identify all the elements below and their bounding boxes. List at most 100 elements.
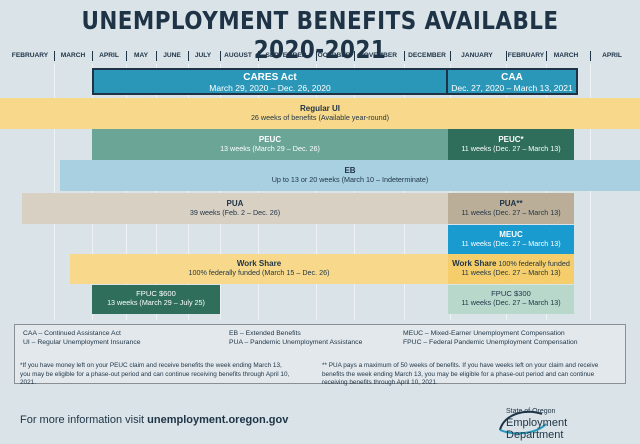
fpuc-600-bar: FPUC $600 13 weeks (March 29 – July 25) xyxy=(92,285,220,314)
grid-line xyxy=(450,64,451,320)
month-divider xyxy=(404,51,405,61)
month-label: JUNE xyxy=(163,52,181,59)
grid-line xyxy=(156,64,157,320)
grid-line xyxy=(354,64,355,320)
caa-bar: CAA Dec. 27, 2020 – March 13, 2021 xyxy=(448,68,578,95)
grid-line xyxy=(546,64,547,320)
month-divider xyxy=(92,51,93,61)
grid-line xyxy=(258,64,259,320)
pua-extension-bar: PUA** 11 weeks (Dec. 27 – March 13) xyxy=(448,193,574,224)
month-divider xyxy=(188,51,189,61)
legend-caa: CAA – Continued Assistance Act xyxy=(23,330,121,337)
regular-ui-bar: Regular UI 26 weeks of benefits (Availab… xyxy=(0,98,640,129)
month-label: MARCH xyxy=(553,52,579,59)
footer-text: For more information visit unemployment.… xyxy=(20,414,288,426)
regular-ui-title: Regular UI xyxy=(299,104,340,113)
month-divider xyxy=(506,51,507,61)
month-label: AUGUST xyxy=(224,52,252,59)
month-divider xyxy=(126,51,127,61)
month-label: DECEMBER xyxy=(408,52,446,59)
fpuc-300-bar: FPUC $300 11 weeks (Dec. 27 – March 13) xyxy=(448,285,574,314)
month-label: OCTOBER xyxy=(317,52,351,59)
grid-line xyxy=(220,64,221,320)
pua-bar: PUA 39 weeks (Feb. 2 – Dec. 26) xyxy=(22,193,448,224)
meuc-bar: MEUC 11 weeks (Dec. 27 – March 13) xyxy=(448,225,574,254)
footer-link[interactable]: unemployment.oregon.gov xyxy=(147,414,289,426)
fpuc-300-title: FPUC $300 xyxy=(491,289,531,298)
work-share-extension-subtitle: 100% federally funded xyxy=(498,259,570,268)
peuc-extension-bar: PEUC* 11 weeks (Dec. 27 – March 13) xyxy=(448,129,574,160)
fpuc-600-detail: 13 weeks (March 29 – July 25) xyxy=(107,298,205,307)
pua-extension-detail: 11 weeks (Dec. 27 – March 13) xyxy=(461,208,561,217)
legend-pua: PUA – Pandemic Unemployment Assistance xyxy=(229,339,363,346)
logo-line-2: Employment Department xyxy=(506,417,568,441)
grid-line xyxy=(316,64,317,320)
legend-box: CAA – Continued Assistance Act UI – Regu… xyxy=(14,324,626,384)
month-divider xyxy=(220,51,221,61)
grid-line xyxy=(92,64,93,320)
month-divider xyxy=(546,51,547,61)
page-title: UNEMPLOYMENT BENEFITS AVAILABLE 2020-202… xyxy=(81,6,559,64)
meuc-detail: 11 weeks (Dec. 27 – March 13) xyxy=(461,239,561,248)
month-divider xyxy=(316,51,317,61)
eb-detail: Up to 13 or 20 weeks (March 10 – Indeter… xyxy=(271,175,429,184)
cares-act-title: CARES Act xyxy=(243,72,297,83)
peuc-extension-detail: 11 weeks (Dec. 27 – March 13) xyxy=(461,144,561,153)
legend-ui: UI – Regular Unemployment Insurance xyxy=(23,339,141,346)
peuc-extension-title: PEUC* xyxy=(498,135,524,144)
legend-meuc: MEUC – Mixed-Earner Unemployment Compens… xyxy=(403,330,565,337)
footnote-pua: ** PUA pays a maximum of 50 weeks of ben… xyxy=(322,362,599,387)
month-divider xyxy=(54,51,55,61)
month-divider xyxy=(354,51,355,61)
footer-prefix: For more information visit xyxy=(20,414,148,426)
work-share-extension-title: Work Share xyxy=(452,259,497,268)
peuc-bar: PEUC 13 weeks (March 29 – Dec. 26) xyxy=(92,129,448,160)
caa-title: CAA xyxy=(501,72,523,83)
grid-line xyxy=(590,64,591,320)
work-share-extension-detail: 11 weeks (Dec. 27 – March 13) xyxy=(461,268,561,277)
grid-line xyxy=(506,64,507,320)
month-divider xyxy=(156,51,157,61)
grid-line xyxy=(404,64,405,320)
logo-line-1: State of Oregon xyxy=(506,408,556,415)
month-label: APRIL xyxy=(99,52,119,59)
pua-detail: 39 weeks (Feb. 2 – Dec. 26) xyxy=(189,208,281,217)
legend-fpuc: FPUC – Federal Pandemic Unemployment Com… xyxy=(403,339,578,346)
month-divider xyxy=(450,51,451,61)
month-label: SEPTEMBER xyxy=(265,52,307,59)
peuc-detail: 13 weeks (March 29 – Dec. 26) xyxy=(220,144,320,153)
peuc-title: PEUC xyxy=(258,135,282,144)
oregon-employment-logo: State of Oregon Employment Department xyxy=(496,404,626,441)
logo-swoosh-icon xyxy=(499,410,547,435)
meuc-title: MEUC xyxy=(499,230,523,239)
month-divider xyxy=(590,51,591,61)
fpuc-600-title: FPUC $600 xyxy=(136,289,176,298)
month-label: JULY xyxy=(194,52,212,59)
month-label: NOVEMBER xyxy=(358,52,398,59)
month-label: JANUARY xyxy=(461,52,493,59)
month-label: APRIL xyxy=(602,52,622,59)
grid-line xyxy=(188,64,189,320)
cares-act-dates: March 29, 2020 – Dec. 26, 2020 xyxy=(209,83,331,93)
grid-line xyxy=(126,64,127,320)
fpuc-300-detail: 11 weeks (Dec. 27 – March 13) xyxy=(461,298,561,307)
work-share-detail: 100% federally funded (March 15 – Dec. 2… xyxy=(188,268,330,277)
work-share-extension-bar: Work Share 100% federally funded 11 week… xyxy=(448,254,574,284)
legend-eb: EB – Extended Benefits xyxy=(229,330,301,337)
regular-ui-detail: 26 weeks of benefits (Available year-rou… xyxy=(250,113,390,122)
cares-act-bar: CARES Act March 29, 2020 – Dec. 26, 2020 xyxy=(92,68,448,95)
eb-bar: EB Up to 13 or 20 weeks (March 10 – Inde… xyxy=(60,160,640,191)
pua-extension-title: PUA** xyxy=(499,199,523,208)
pua-title: PUA xyxy=(226,199,244,208)
month-label: FEBRUARY xyxy=(507,52,545,59)
work-share-bar: Work Share 100% federally funded (March … xyxy=(70,254,448,284)
footnote-peuc: *If you have money left on your PEUC cla… xyxy=(20,362,290,387)
month-label: MARCH xyxy=(60,52,86,59)
work-share-title: Work Share xyxy=(236,259,282,268)
eb-title: EB xyxy=(344,166,356,175)
month-label: FEBRUARY xyxy=(11,52,49,59)
month-header: FEBRUARY MARCH APRIL MAY JUNE JULY AUGUS… xyxy=(0,49,640,63)
month-divider xyxy=(258,51,259,61)
month-label: MAY xyxy=(133,52,149,59)
grid-line xyxy=(54,64,55,320)
